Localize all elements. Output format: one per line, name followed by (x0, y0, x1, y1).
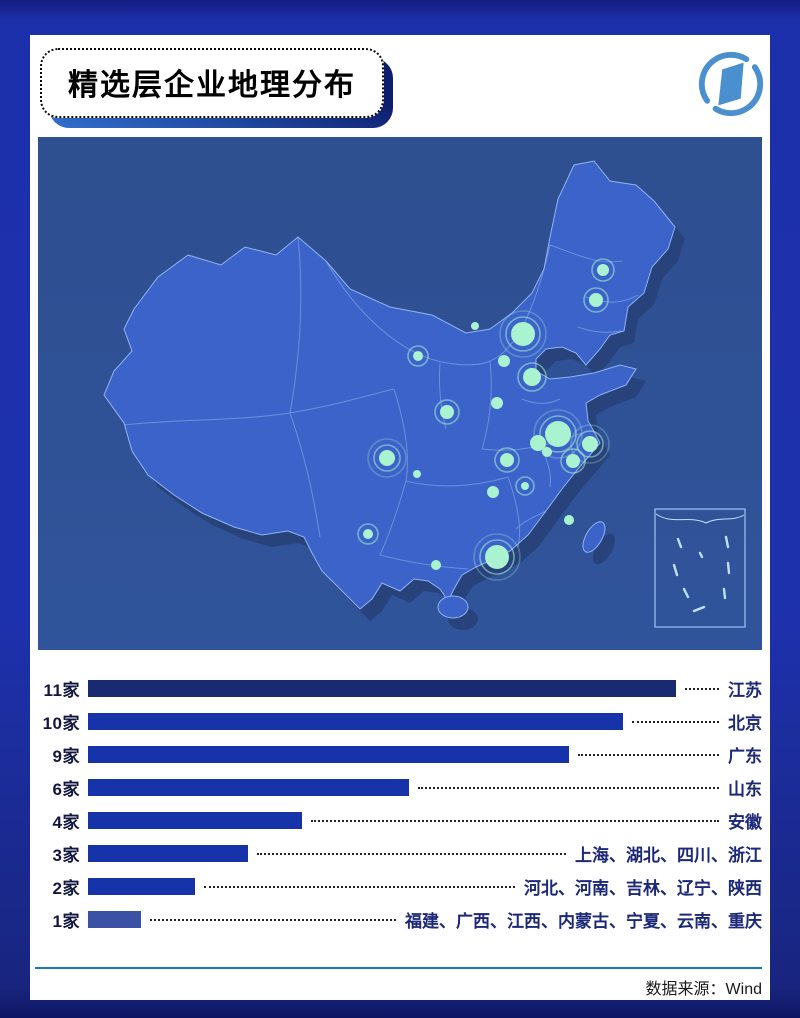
hainan-island (437, 595, 469, 619)
bar (88, 746, 570, 763)
bubble-chengdu (367, 438, 407, 478)
bar (88, 713, 623, 730)
bar (88, 779, 409, 796)
taiwan-island (582, 521, 606, 553)
title-block: 精选层企业地理分布 (40, 48, 393, 128)
bar (88, 878, 195, 895)
data-source-label: 数据来源：Wind (645, 981, 762, 998)
bar-row: 10家 北京 (30, 705, 770, 738)
bubble-xiamen (564, 515, 574, 525)
bar-row: 6家 山东 (30, 771, 770, 804)
bar-row: 4家 安徽 (30, 804, 770, 837)
city-bubbles (357, 258, 615, 581)
province-label: 上海、湖北、四川、浙江 (575, 846, 762, 865)
bubble-jinan (517, 362, 547, 392)
bubble-wuhan (494, 447, 520, 473)
china-map-svg (103, 160, 746, 630)
bubble-hangzhou (560, 448, 586, 474)
bubble-nanning (431, 560, 441, 570)
footer: 数据来源：Wind (35, 967, 762, 999)
count-label: 9家 (52, 747, 80, 766)
bubble-wuxi (542, 447, 552, 457)
bar (88, 911, 142, 928)
bar (88, 812, 302, 829)
count-label: 6家 (52, 780, 80, 799)
count-label: 11家 (43, 681, 80, 700)
province-label: 广东 (728, 747, 762, 766)
bubble-nanchang (515, 476, 535, 496)
brand-logo-icon (696, 49, 766, 119)
province-label: 北京 (728, 714, 762, 733)
dotted-leader (631, 720, 719, 723)
bubble-changchun (583, 287, 609, 313)
bar-row: 2家 河北、河南、吉林、辽宁、陕西 (30, 870, 770, 903)
bubble-taiyuan (498, 355, 510, 367)
bar-row: 11家 江苏 (30, 672, 770, 705)
count-label: 4家 (52, 813, 80, 832)
bar-row: 1家 福建、广西、江西、内蒙古、宁夏、云南、重庆 (30, 903, 770, 936)
province-label: 江苏 (728, 681, 762, 700)
title-box: 精选层企业地理分布 (40, 48, 384, 118)
bar-row: 3家 上海、湖北、四川、浙江 (30, 837, 770, 870)
page-title: 精选层企业地理分布 (68, 69, 356, 102)
bubble-xian (434, 399, 460, 425)
country-body (103, 160, 676, 619)
footer-divider (35, 967, 762, 969)
province-label: 山东 (728, 780, 762, 799)
province-label: 河北、河南、吉林、辽宁、陕西 (524, 879, 762, 898)
count-label: 10家 (42, 714, 80, 733)
province-label: 安徽 (728, 813, 762, 832)
bubble-beijing (499, 310, 547, 358)
bubble-nanjing (530, 435, 546, 451)
content-card: 精选层企业地理分布 (30, 35, 770, 1000)
dotted-leader (150, 918, 396, 921)
south-china-sea-inset (654, 508, 746, 628)
bubble-lanzhou (407, 345, 429, 367)
bubble-chongqing (413, 470, 421, 478)
bubble-shanghai (570, 424, 610, 464)
dotted-leader (257, 852, 566, 855)
count-label: 2家 (52, 879, 80, 898)
count-label: 3家 (52, 846, 80, 865)
dotted-leader (203, 885, 515, 888)
bar (88, 680, 676, 697)
bubble-baotou (471, 322, 479, 330)
province-bar-chart: 11家 江苏 10家 北京 9家 广东 6家 山东 4家 安徽 3家 上海、湖北、四川、浙江 2家 河北、… (30, 672, 770, 936)
bubble-zhengzhou (491, 397, 503, 409)
dotted-leader (685, 687, 719, 690)
bubble-kunming (357, 523, 379, 545)
province-borders (123, 236, 639, 570)
bubble-guangzhou (473, 533, 521, 581)
dotted-leader (578, 753, 719, 756)
dotted-leader (417, 786, 719, 789)
count-label: 1家 (52, 912, 80, 931)
dotted-leader (310, 819, 719, 822)
bubble-jiangsu (533, 409, 583, 459)
logo-svg (698, 51, 764, 117)
bar-row: 9家 广东 (30, 738, 770, 771)
province-label: 福建、广西、江西、内蒙古、宁夏、云南、重庆 (405, 912, 762, 931)
bubble-changsha (487, 486, 499, 498)
bubble-harbin (591, 258, 615, 282)
bar (88, 845, 249, 862)
china-bubble-map (38, 137, 762, 650)
